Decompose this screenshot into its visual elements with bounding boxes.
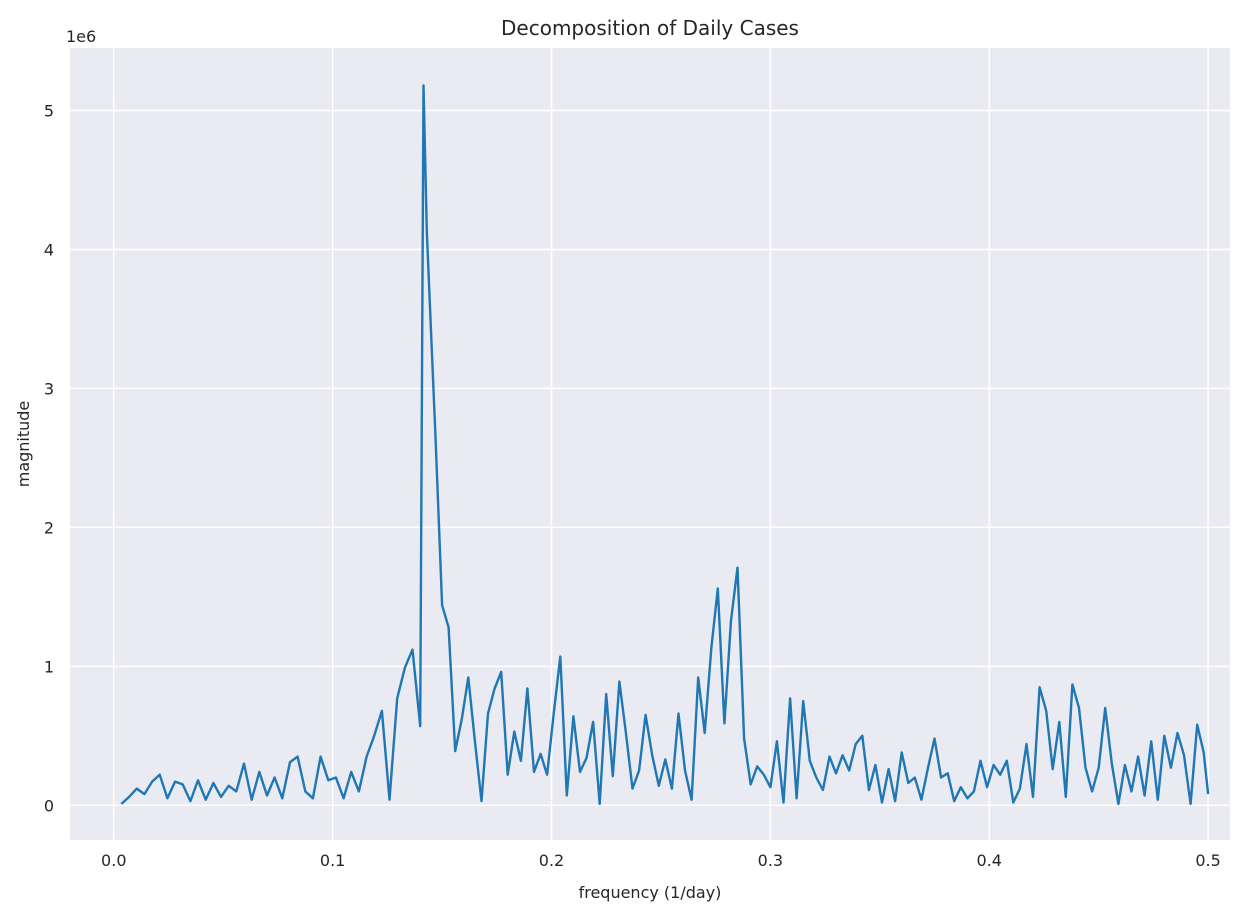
x-tick-label: 0.1	[320, 851, 345, 870]
y-tick-label: 1	[44, 657, 54, 676]
grid-layer	[70, 48, 1230, 840]
series-line	[120, 84, 1210, 806]
chart-title: Decomposition of Daily Cases	[501, 16, 799, 40]
y-tick-label: 2	[44, 518, 54, 537]
x-tick-label: 0.2	[539, 851, 564, 870]
x-tick-label: 0.5	[1195, 851, 1220, 870]
plot-background	[70, 48, 1230, 840]
y-tick-label: 5	[44, 102, 54, 121]
x-tick-label: 0.4	[977, 851, 1002, 870]
series-layer	[120, 84, 1210, 806]
x-tick-label: 0.3	[758, 851, 783, 870]
y-tick-label: 0	[44, 796, 54, 815]
y-axis-offset-label: 1e6	[66, 27, 96, 46]
y-tick-label: 3	[44, 379, 54, 398]
x-axis-label: frequency (1/day)	[579, 883, 722, 902]
y-axis-label: magnitude	[14, 401, 33, 488]
tick-labels: 0.0 0.1 0.2 0.3 0.4 0.5 0 1 2 3 4 5	[44, 102, 1221, 870]
y-tick-label: 4	[44, 240, 54, 259]
x-tick-label: 0.0	[101, 851, 126, 870]
